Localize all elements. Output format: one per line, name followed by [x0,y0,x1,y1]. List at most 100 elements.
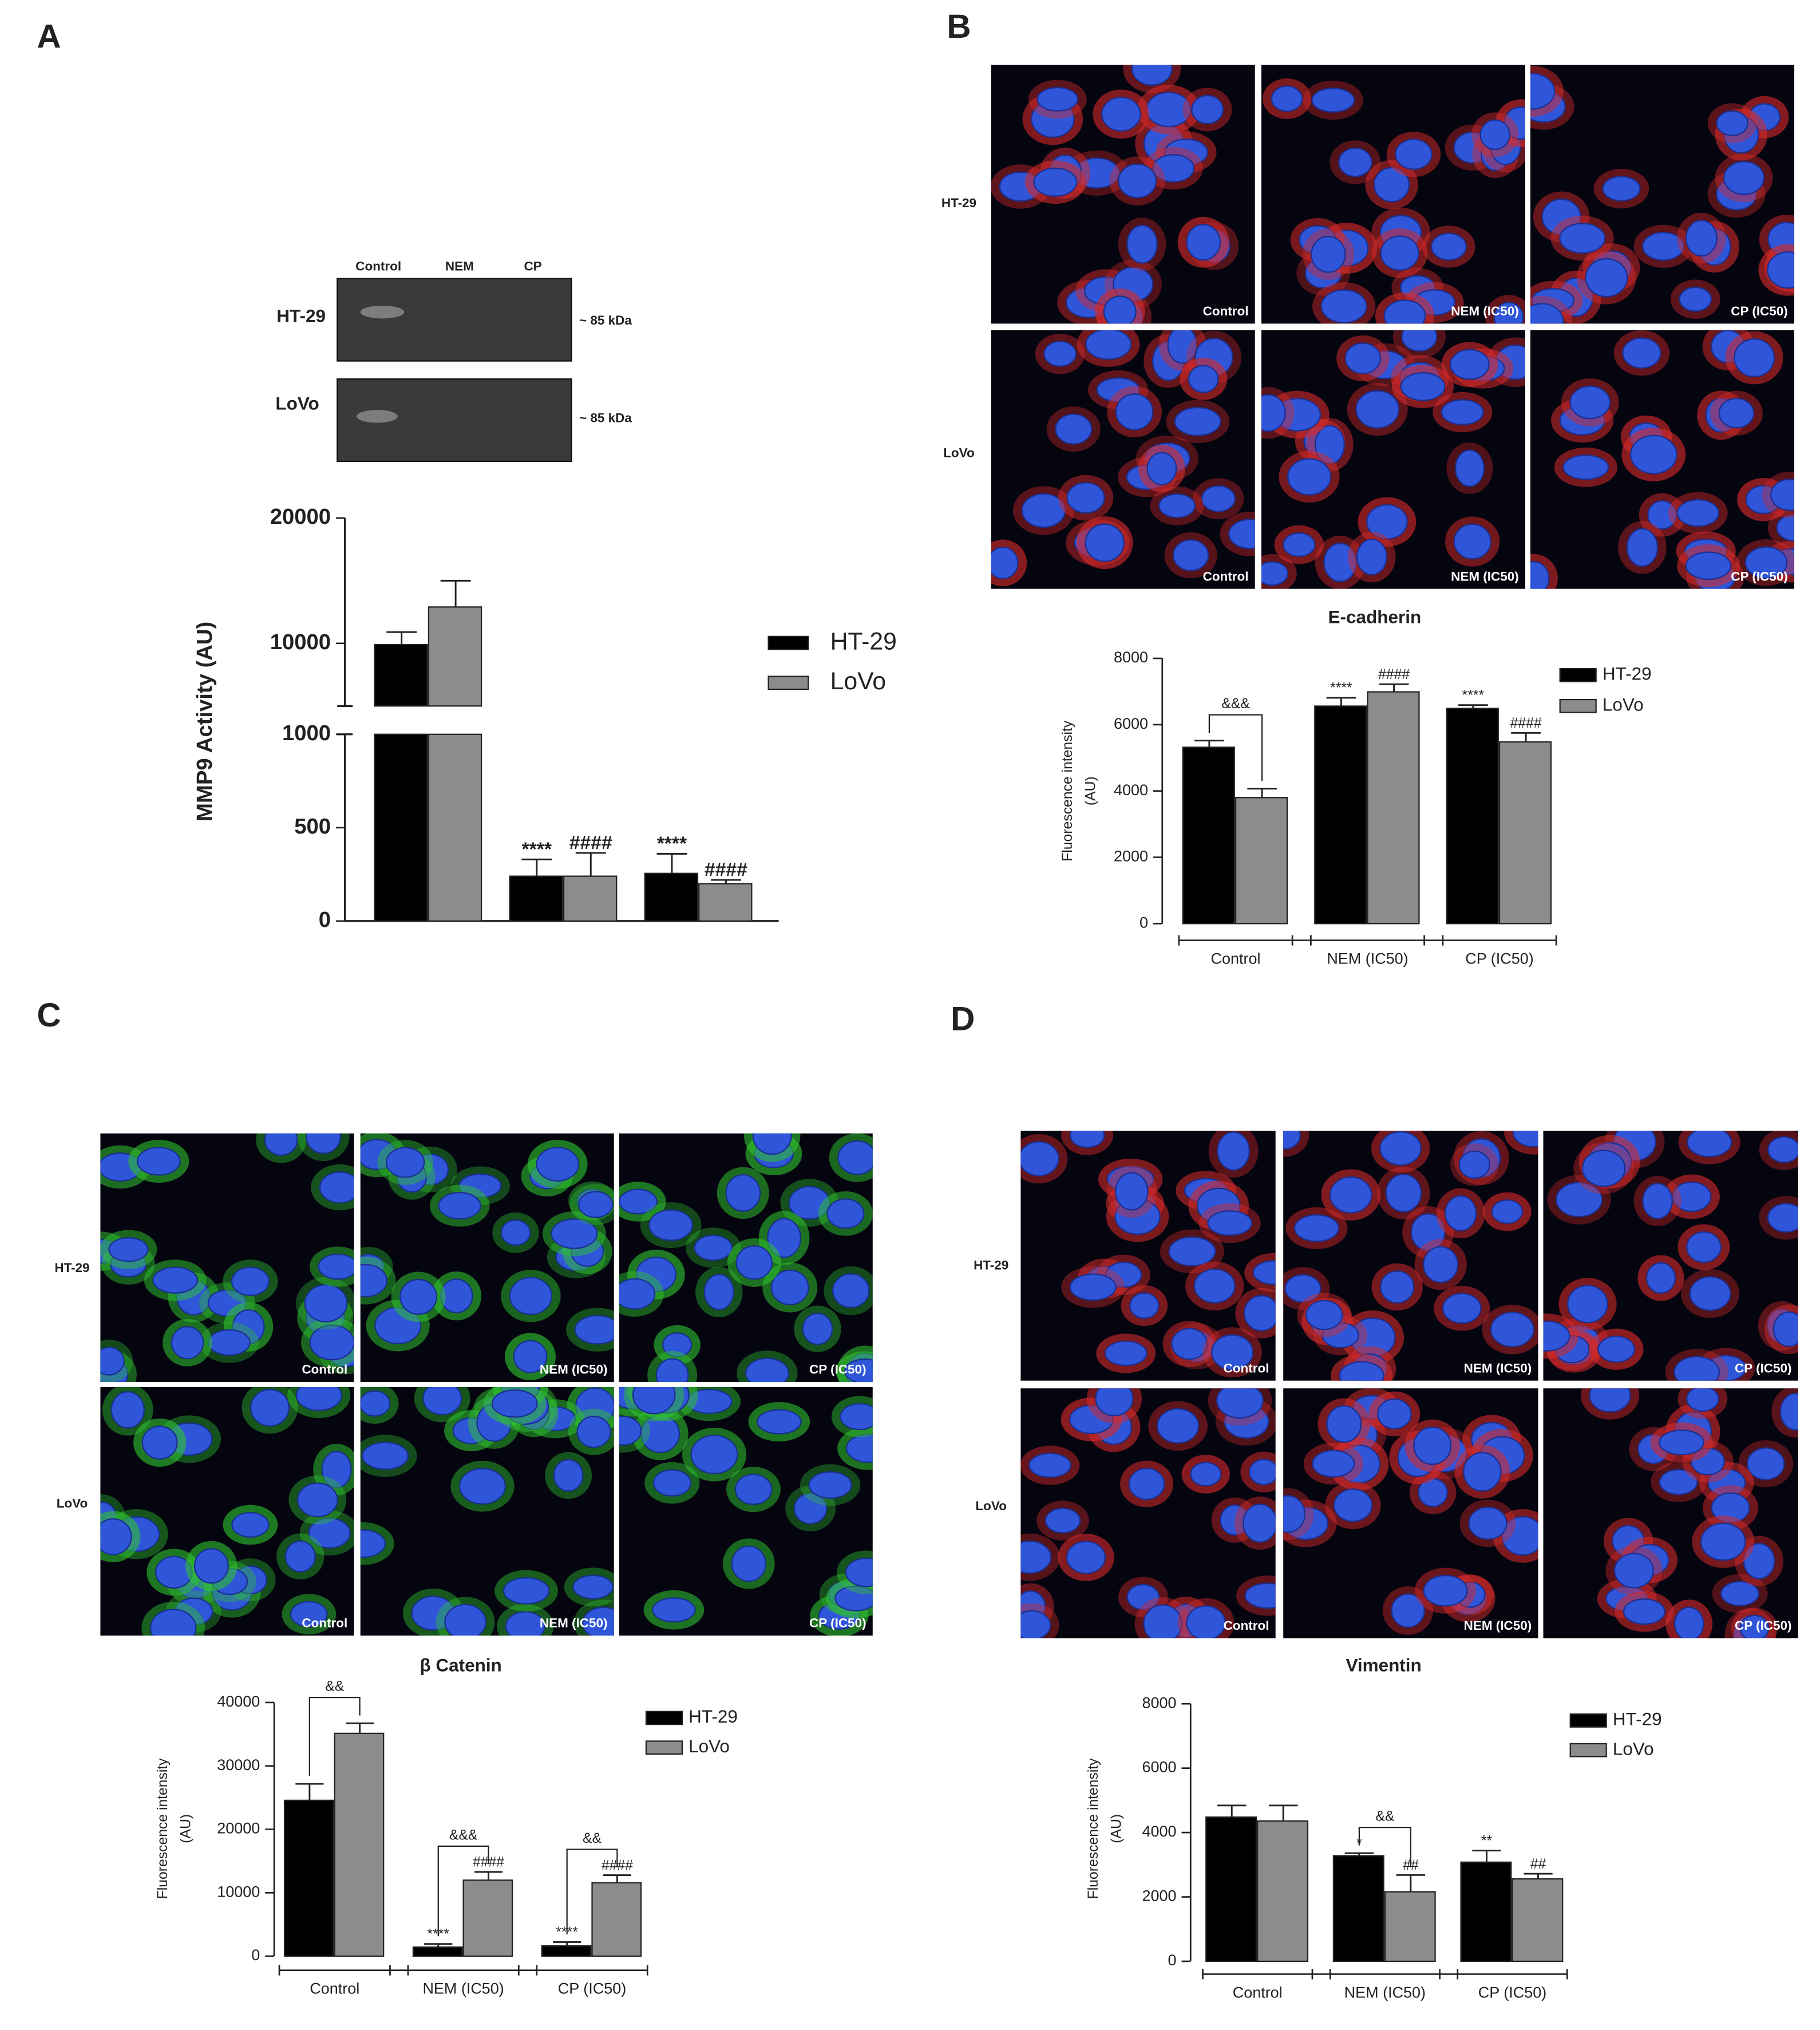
y-tick-label: 8000 [1142,1694,1177,1711]
panel-label: A [37,18,61,56]
nucleus [1152,154,1195,183]
nucleus [1105,1261,1142,1288]
error-bar [474,1871,503,1881]
nucleus [1193,1268,1236,1304]
nucleus [1085,523,1125,562]
error-bar [1472,1850,1501,1862]
micrograph-label: CP (IC50) [1731,304,1787,318]
significance-label: #### [1510,716,1542,731]
cells [100,1387,354,1636]
nucleus [1085,330,1132,360]
nucleus [1672,1181,1712,1213]
bar [1498,741,1552,925]
micrograph-label: Control [1203,569,1249,583]
nucleus [1585,258,1628,298]
nucleus [1174,406,1221,436]
nucleus [1468,1506,1508,1540]
y-tick-label: 6000 [1142,1759,1177,1776]
nucleus [1118,163,1157,199]
nucleus [444,1604,486,1636]
error-bar [710,879,741,884]
error-bar [553,1941,581,1946]
nucleus [208,1329,251,1356]
nucleus [1344,342,1381,374]
nucleus [1779,1392,1798,1431]
nucleus [1686,1388,1719,1412]
nucleus [297,1482,338,1518]
nucleus [1069,1131,1105,1148]
error-bar [1217,1804,1247,1818]
y-axis-label: (AU) [1109,1814,1125,1843]
nucleus [536,1147,580,1182]
bar [1257,1820,1309,1962]
nucleus [553,1459,584,1492]
y-axis-label: (AU) [179,1814,194,1843]
nucleus [1395,139,1433,170]
nucleus [250,1389,290,1427]
nucleus [1673,1356,1720,1381]
nucleus [505,1611,545,1636]
blot-row-label: LoVo [275,393,319,413]
legend-label: LoVo [830,668,886,695]
nucleus [136,1147,181,1176]
nucleus [500,1219,531,1246]
nucleus [1744,546,1788,579]
nucleus [1687,1131,1732,1158]
nucleus [1501,1516,1538,1556]
cells [1581,1388,1798,1638]
nucleus [731,1545,767,1582]
nucleus [757,1409,802,1435]
nucleus [1188,365,1219,393]
significance-label: ** [1481,1833,1493,1849]
blot-column-label: CP [524,259,541,273]
blot-marker: ~ 85 kDa [579,313,632,327]
significance-label: **** [1462,688,1485,703]
nucleus [735,1245,773,1280]
nucleus [1305,1300,1343,1330]
nucleus [1021,493,1066,528]
panel-label: C [37,997,61,1034]
nucleus [1530,73,1556,110]
y-tick-label: 0 [1168,1952,1177,1969]
nucleus [1400,372,1446,401]
nucleus [1645,1262,1676,1294]
blot-band [356,409,398,423]
micrograph-row-label: HT-29 [941,196,976,210]
legend-label: LoVo [1603,695,1644,715]
nucleus [1423,1574,1468,1607]
cells [1020,1388,1276,1638]
error-bar [1269,1804,1298,1821]
micrograph-label: CP (IC50) [1731,569,1787,583]
micrograph-label: NEM (IC50) [540,1616,608,1630]
legend-swatch [1569,1713,1607,1728]
nucleus [1659,1469,1698,1495]
nucleus [503,1577,550,1605]
y-tick-label: 30000 [217,1756,260,1774]
error-bar [1511,732,1541,742]
nucleus [290,1601,328,1628]
panel-label: B [947,8,971,45]
nucleus [991,546,1019,579]
nucleus [1589,1388,1631,1413]
legend-label: HT-29 [689,1707,738,1727]
y-tick-label: 4000 [1142,1823,1177,1840]
nucleus [1326,1405,1362,1443]
nucleus [1385,1174,1422,1213]
nucleus [826,1198,865,1229]
bar [1512,1878,1564,1962]
nucleus [1283,532,1316,557]
micrograph-label: CP (IC50) [809,1616,866,1630]
nucleus [1171,1328,1208,1360]
nucleus [1333,1488,1373,1522]
nucleus [1103,295,1137,324]
nucleus [582,1606,614,1636]
nucleus [1629,435,1677,475]
nucleus [1211,1334,1254,1371]
nucleus [1373,167,1410,203]
nucleus [422,1387,462,1416]
nucleus [150,1609,197,1636]
bar [509,875,563,922]
bracket-label: && [1375,1809,1394,1824]
nucleus [1173,539,1209,571]
nucleus [1036,86,1079,112]
